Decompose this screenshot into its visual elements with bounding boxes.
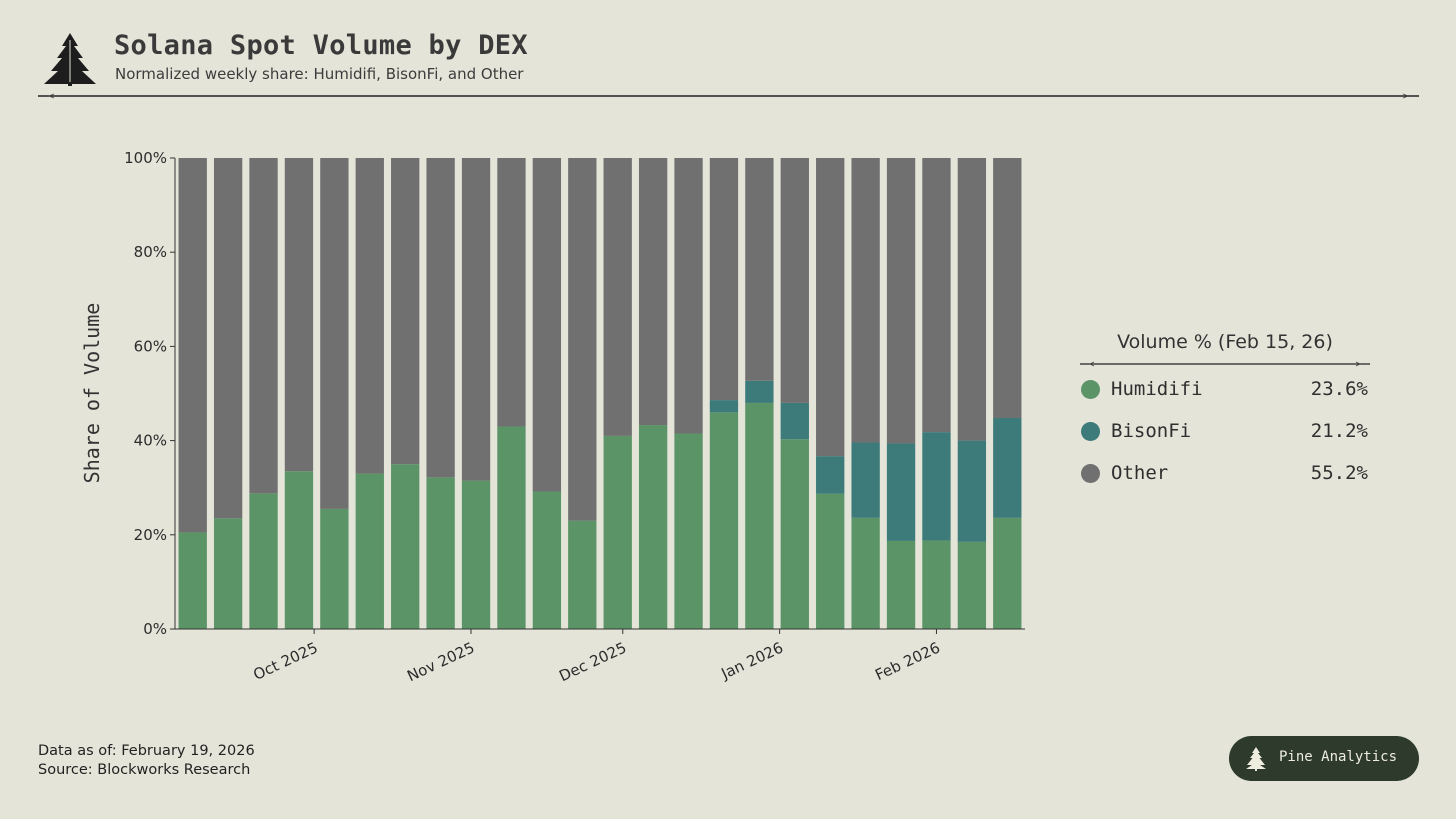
page-title: Solana Spot Volume by DEX xyxy=(114,30,528,61)
page-subtitle: Normalized weekly share: Humidifi, Bison… xyxy=(115,65,524,83)
bar-humidifi xyxy=(745,402,774,629)
bar-humidifi xyxy=(638,425,668,629)
bar-bisonfi xyxy=(816,456,845,494)
legend-value: 55.2% xyxy=(1310,462,1368,484)
bar-humidifi xyxy=(461,480,491,629)
bar-bisonfi xyxy=(780,402,809,440)
bar-bisonfi xyxy=(886,443,916,541)
legend-value: 23.6% xyxy=(1310,378,1368,400)
pine-analytics-badge: Pine Analytics xyxy=(1229,736,1419,781)
y-tick-label: 100% xyxy=(124,149,167,167)
bars-group xyxy=(178,158,1022,629)
bar-other xyxy=(355,158,384,474)
bar-humidifi xyxy=(320,508,349,629)
y-axis-title: Share of Volume xyxy=(80,302,104,484)
x-tick-label: Oct 2025 xyxy=(251,638,321,683)
bar-bisonfi xyxy=(745,380,774,403)
legend-item-humidifi: Humidifi 23.6% xyxy=(1080,370,1370,412)
x-tick-label: Jan 2026 xyxy=(718,638,786,683)
bar-other xyxy=(709,158,739,401)
bar-bisonfi xyxy=(922,432,951,541)
bar-bisonfi xyxy=(957,440,987,542)
bar-humidifi xyxy=(284,471,314,629)
bar-other xyxy=(816,158,845,457)
bar-humidifi xyxy=(178,532,207,629)
bar-other xyxy=(249,158,278,494)
bar-other xyxy=(178,158,207,533)
bar-humidifi xyxy=(780,439,809,629)
bar-humidifi xyxy=(957,541,987,629)
legend-swatch-bisonfi xyxy=(1081,422,1100,441)
x-tick-label: Dec 2025 xyxy=(556,638,629,685)
bar-humidifi xyxy=(709,412,739,629)
y-tick-label: 20% xyxy=(134,526,167,544)
bar-humidifi xyxy=(603,435,632,629)
bar-other xyxy=(780,158,809,403)
header: Solana Spot Volume by DEX Normalized wee… xyxy=(38,28,1419,99)
bar-other xyxy=(532,158,562,492)
bar-humidifi xyxy=(355,473,384,629)
bar-humidifi xyxy=(922,540,951,629)
legend-value: 21.2% xyxy=(1310,420,1368,442)
bar-other xyxy=(957,158,987,441)
pine-tree-icon xyxy=(44,33,96,86)
y-tick-label: 0% xyxy=(143,620,167,638)
stacked-bar-chart: 0% 20% 40% 60% 80% 100% Oct 2025 Nov 2025 Dec 2… xyxy=(124,149,1025,685)
bar-humidifi xyxy=(213,518,243,629)
header-divider xyxy=(38,93,1419,99)
bar-humidifi xyxy=(886,540,916,629)
y-tick-label: 80% xyxy=(134,243,167,261)
bar-other xyxy=(674,158,703,434)
legend-item-other: Other 55.2% xyxy=(1080,454,1370,496)
legend-swatch-other xyxy=(1081,464,1100,483)
bar-humidifi xyxy=(497,426,526,629)
footer-notes: Data as of: February 19, 2026 Source: Bl… xyxy=(38,742,255,780)
bar-humidifi xyxy=(851,517,880,629)
bar-humidifi xyxy=(568,520,597,629)
x-axis: Oct 2025 Nov 2025 Dec 2025 Jan 2026 Feb 2026 xyxy=(175,628,1025,685)
bar-other xyxy=(851,158,880,443)
legend-item-bisonfi: BisonFi 21.2% xyxy=(1080,412,1370,454)
bar-bisonfi xyxy=(709,400,739,413)
bar-other xyxy=(886,158,916,444)
bar-humidifi xyxy=(391,464,420,629)
legend-label: BisonFi xyxy=(1111,420,1192,442)
y-axis: 0% 20% 40% 60% 80% 100% xyxy=(124,149,176,638)
legend-title: Volume % (Feb 15, 26) xyxy=(1117,331,1333,353)
bar-bisonfi xyxy=(993,417,1022,518)
data-as-of: Data as of: February 19, 2026 xyxy=(38,743,255,759)
legend-divider xyxy=(1080,361,1370,367)
pine-tree-icon xyxy=(1246,747,1266,771)
data-source: Source: Blockworks Research xyxy=(38,762,251,778)
legend-swatch-humidifi xyxy=(1081,380,1100,399)
bar-humidifi xyxy=(532,491,562,629)
bar-bisonfi xyxy=(851,442,880,518)
bar-humidifi xyxy=(993,517,1022,629)
bar-other xyxy=(461,158,491,481)
bar-other xyxy=(745,158,774,381)
bar-other xyxy=(391,158,420,465)
bar-other xyxy=(426,158,455,478)
y-tick-label: 60% xyxy=(134,337,167,355)
x-tick-label: Nov 2025 xyxy=(404,638,477,685)
legend-label: Humidifi xyxy=(1111,378,1203,400)
bar-humidifi xyxy=(426,477,455,629)
bar-other xyxy=(320,158,349,509)
bar-other xyxy=(284,158,314,472)
y-tick-label: 40% xyxy=(134,432,167,450)
bar-other xyxy=(497,158,526,427)
legend-label: Other xyxy=(1111,462,1169,484)
x-tick-label: Feb 2026 xyxy=(872,638,943,684)
bar-humidifi xyxy=(674,433,703,629)
bar-other xyxy=(993,158,1022,418)
bar-humidifi xyxy=(249,493,278,629)
bar-humidifi xyxy=(816,493,845,629)
bar-other xyxy=(213,158,243,519)
legend: Volume % (Feb 15, 26) Humidifi 23.6% Bis… xyxy=(1080,326,1370,496)
bar-other xyxy=(922,158,951,433)
bar-other xyxy=(638,158,668,426)
badge-label: Pine Analytics xyxy=(1279,749,1398,765)
bar-other xyxy=(603,158,632,436)
bar-other xyxy=(568,158,597,521)
